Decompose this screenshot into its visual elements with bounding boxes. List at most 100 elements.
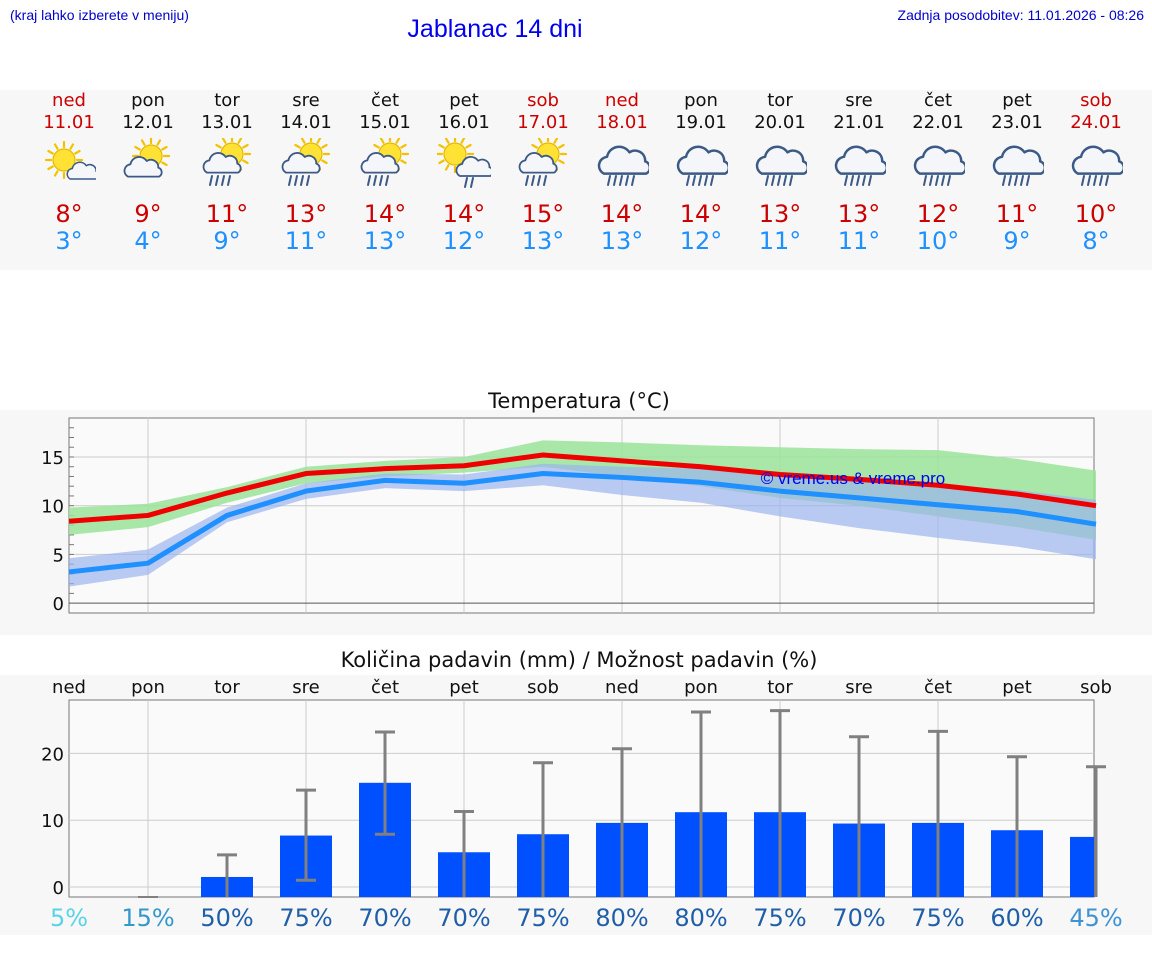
page-title: Jablanac 14 dni xyxy=(407,15,583,43)
forecast-day: tor 20.01 13° 11° xyxy=(740,90,820,270)
temp-max: 14° xyxy=(600,200,644,228)
precip-probability: 75% xyxy=(753,904,806,932)
forecast-day: ned 18.01 14° 13° xyxy=(582,90,662,270)
forecast-day: pet 23.01 11° 9° xyxy=(977,90,1057,270)
rain-cloud-icon xyxy=(674,138,731,192)
precip-probability: 75% xyxy=(911,904,964,932)
max-temp-line xyxy=(68,452,1097,524)
precip-day-label: čet xyxy=(371,677,399,698)
temp-max: 13° xyxy=(837,200,881,228)
day-date: 19.01 xyxy=(675,112,727,133)
precip-ytick-label: 20 xyxy=(41,744,64,765)
day-name: sre xyxy=(845,90,873,111)
precip-probability: 50% xyxy=(200,904,253,932)
watermark: © vreme.us & vreme.pro xyxy=(761,469,945,488)
temp-min: 4° xyxy=(134,227,162,255)
forecast-day: pon 12.01 9° 4° xyxy=(108,90,188,270)
sun-cloud-rain-icon xyxy=(279,134,333,192)
temp-ytick-label: 10 xyxy=(41,497,64,518)
temp-min: 9° xyxy=(1003,227,1031,255)
temp-min: 13° xyxy=(363,227,407,255)
day-name: sre xyxy=(292,90,320,111)
forecast-day: pon 19.01 14° 12° xyxy=(661,90,741,270)
sun-cloud-light-rain-icon xyxy=(435,134,494,192)
day-date: 14.01 xyxy=(280,112,332,133)
day-date: 23.01 xyxy=(991,112,1043,133)
precip-probability: 70% xyxy=(832,904,885,932)
precip-probability: 70% xyxy=(358,904,411,932)
day-date: 20.01 xyxy=(754,112,806,133)
temp-min: 11° xyxy=(837,227,881,255)
day-date: 17.01 xyxy=(517,112,569,133)
precip-chart-title: Količina padavin (mm) / Možnost padavin … xyxy=(341,648,818,672)
forecast-day: sob 17.01 15° 13° xyxy=(503,90,583,270)
precip-probability: 15% xyxy=(121,904,174,932)
sun-cloud-rain-icon xyxy=(200,134,254,192)
day-date: 12.01 xyxy=(122,112,174,133)
temp-min: 8° xyxy=(1082,227,1110,255)
temp-max: 13° xyxy=(758,200,802,228)
forecast-days-panel xyxy=(0,90,1152,270)
day-name: ned xyxy=(52,90,86,111)
forecast-day: tor 13.01 11° 9° xyxy=(187,90,267,270)
temp-min: 12° xyxy=(679,227,723,255)
precip-day-label: pet xyxy=(449,677,479,698)
temp-chart-title: Temperatura (°C) xyxy=(487,389,670,413)
temp-min: 3° xyxy=(55,227,83,255)
temp-min: 10° xyxy=(916,227,960,255)
day-date: 24.01 xyxy=(1070,112,1122,133)
precip-day-label: ned xyxy=(605,677,639,698)
temp-max: 13° xyxy=(284,200,328,228)
temp-max: 9° xyxy=(134,200,162,228)
precip-day-label: sre xyxy=(845,677,872,698)
precip-day-label: tor xyxy=(767,677,793,698)
day-name: ned xyxy=(605,90,639,111)
day-date: 16.01 xyxy=(438,112,490,133)
temp-min: 9° xyxy=(213,227,241,255)
temp-max: 14° xyxy=(363,200,407,228)
forecast-day: sre 21.01 13° 11° xyxy=(819,90,899,270)
temp-min: 11° xyxy=(758,227,802,255)
precip-day-label: sob xyxy=(527,677,559,698)
day-date: 18.01 xyxy=(596,112,648,133)
temp-ytick-label: 0 xyxy=(53,594,64,615)
day-name: sob xyxy=(527,90,559,111)
precip-probability: 80% xyxy=(595,904,648,932)
precip-bar xyxy=(1070,836,1094,897)
temp-min: 13° xyxy=(521,227,565,255)
day-date: 13.01 xyxy=(201,112,253,133)
day-name: tor xyxy=(767,90,793,111)
min-temp-line xyxy=(68,471,1097,575)
precip-day-label: čet xyxy=(924,677,952,698)
precip-probability: 75% xyxy=(516,904,569,932)
precip-day-label: pon xyxy=(131,677,165,698)
day-name: tor xyxy=(214,90,240,111)
forecast-day: čet 15.01 14° 13° xyxy=(345,90,425,270)
day-date: 15.01 xyxy=(359,112,411,133)
precip-ytick-label: 10 xyxy=(41,811,64,832)
temp-max: 15° xyxy=(521,200,565,228)
rain-cloud-icon xyxy=(832,138,889,192)
precip-day-label: pet xyxy=(1002,677,1032,698)
temp-max: 11° xyxy=(995,200,1039,228)
temp-ytick-label: 5 xyxy=(53,545,64,566)
day-name: pon xyxy=(684,90,718,111)
rain-cloud-icon xyxy=(753,138,810,192)
precip-day-label: sob xyxy=(1080,677,1112,698)
precip-day-label: sre xyxy=(292,677,319,698)
day-name: čet xyxy=(370,90,400,111)
day-date: 11.01 xyxy=(43,112,95,133)
max-temp-range-band xyxy=(69,440,1096,540)
day-name: pon xyxy=(131,90,165,111)
temp-ytick-label: 15 xyxy=(41,448,64,469)
temp-max: 10° xyxy=(1074,200,1118,228)
location-menu-hint[interactable]: (kraj lahko izberete v meniju) xyxy=(10,7,189,23)
precip-probability: 45% xyxy=(1069,904,1122,932)
day-name: pet xyxy=(449,90,479,111)
temp-max: 11° xyxy=(205,200,249,228)
rain-cloud-icon xyxy=(990,138,1047,192)
day-date: 22.01 xyxy=(912,112,964,133)
precip-probability: 75% xyxy=(279,904,332,932)
rain-cloud-icon xyxy=(595,138,652,192)
precip-day-label: tor xyxy=(214,677,240,698)
